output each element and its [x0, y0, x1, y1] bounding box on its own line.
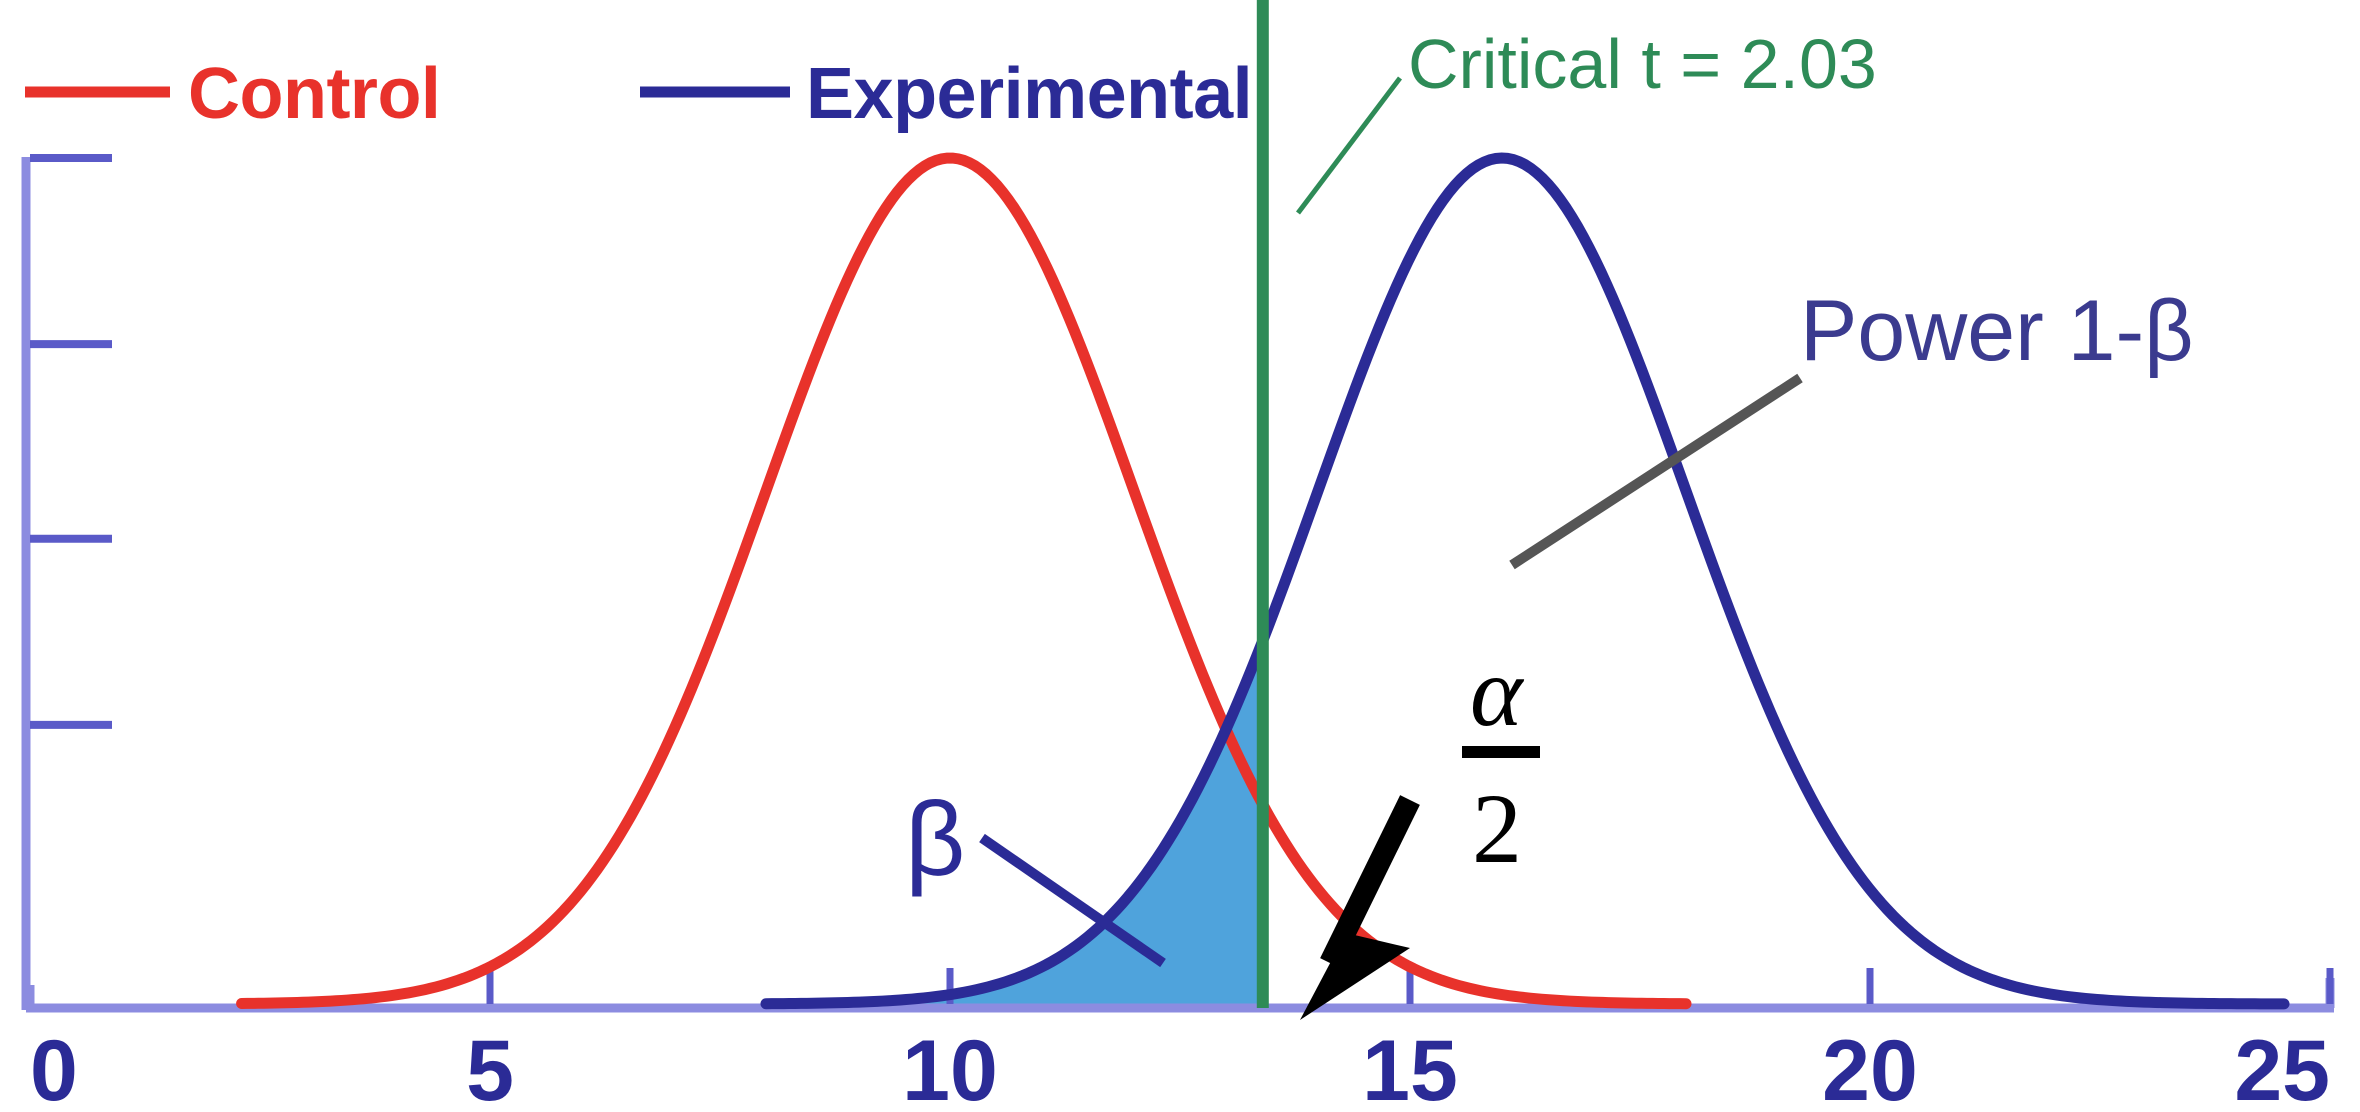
- x-axis-ticks: [486, 968, 2334, 1004]
- x-tick-label-0: 0: [30, 1023, 78, 1112]
- experimental-density-curve: [760, 152, 2290, 1010]
- critical-t-leader-line: [1296, 76, 1402, 215]
- annotation-beta: β: [905, 781, 965, 898]
- annotation-alpha-over-two: α 2: [1462, 636, 1540, 884]
- x-tick-label-20: 20: [1822, 1023, 1918, 1112]
- power-leader-line: [1509, 373, 1803, 570]
- legend-label-experimental: Experimental: [806, 54, 1252, 134]
- legend-label-control: Control: [188, 54, 440, 134]
- control-density-curve: [236, 152, 1692, 1010]
- beta-leader-line: [979, 833, 1166, 968]
- x-tick-label-15: 15: [1362, 1023, 1458, 1112]
- alpha-numerator: α: [1470, 636, 1525, 747]
- alpha-arrow: [1300, 795, 1420, 1020]
- x-tick-label-5: 5: [466, 1023, 514, 1112]
- alpha-denominator: 2: [1472, 773, 1522, 884]
- legend: Control Experimental: [25, 54, 1253, 134]
- x-tick-label-10: 10: [902, 1023, 998, 1112]
- annotation-power: Power 1-β: [1800, 283, 2194, 379]
- x-tick-label-25: 25: [2234, 1023, 2330, 1112]
- y-axis-ticks: [30, 154, 112, 729]
- beta-shaded-region: [766, 640, 1263, 1004]
- x-axis-tick-labels: 0 5 10 15 20 25: [30, 1023, 2330, 1112]
- annotation-critical-t: Critical t = 2.03: [1408, 25, 1877, 103]
